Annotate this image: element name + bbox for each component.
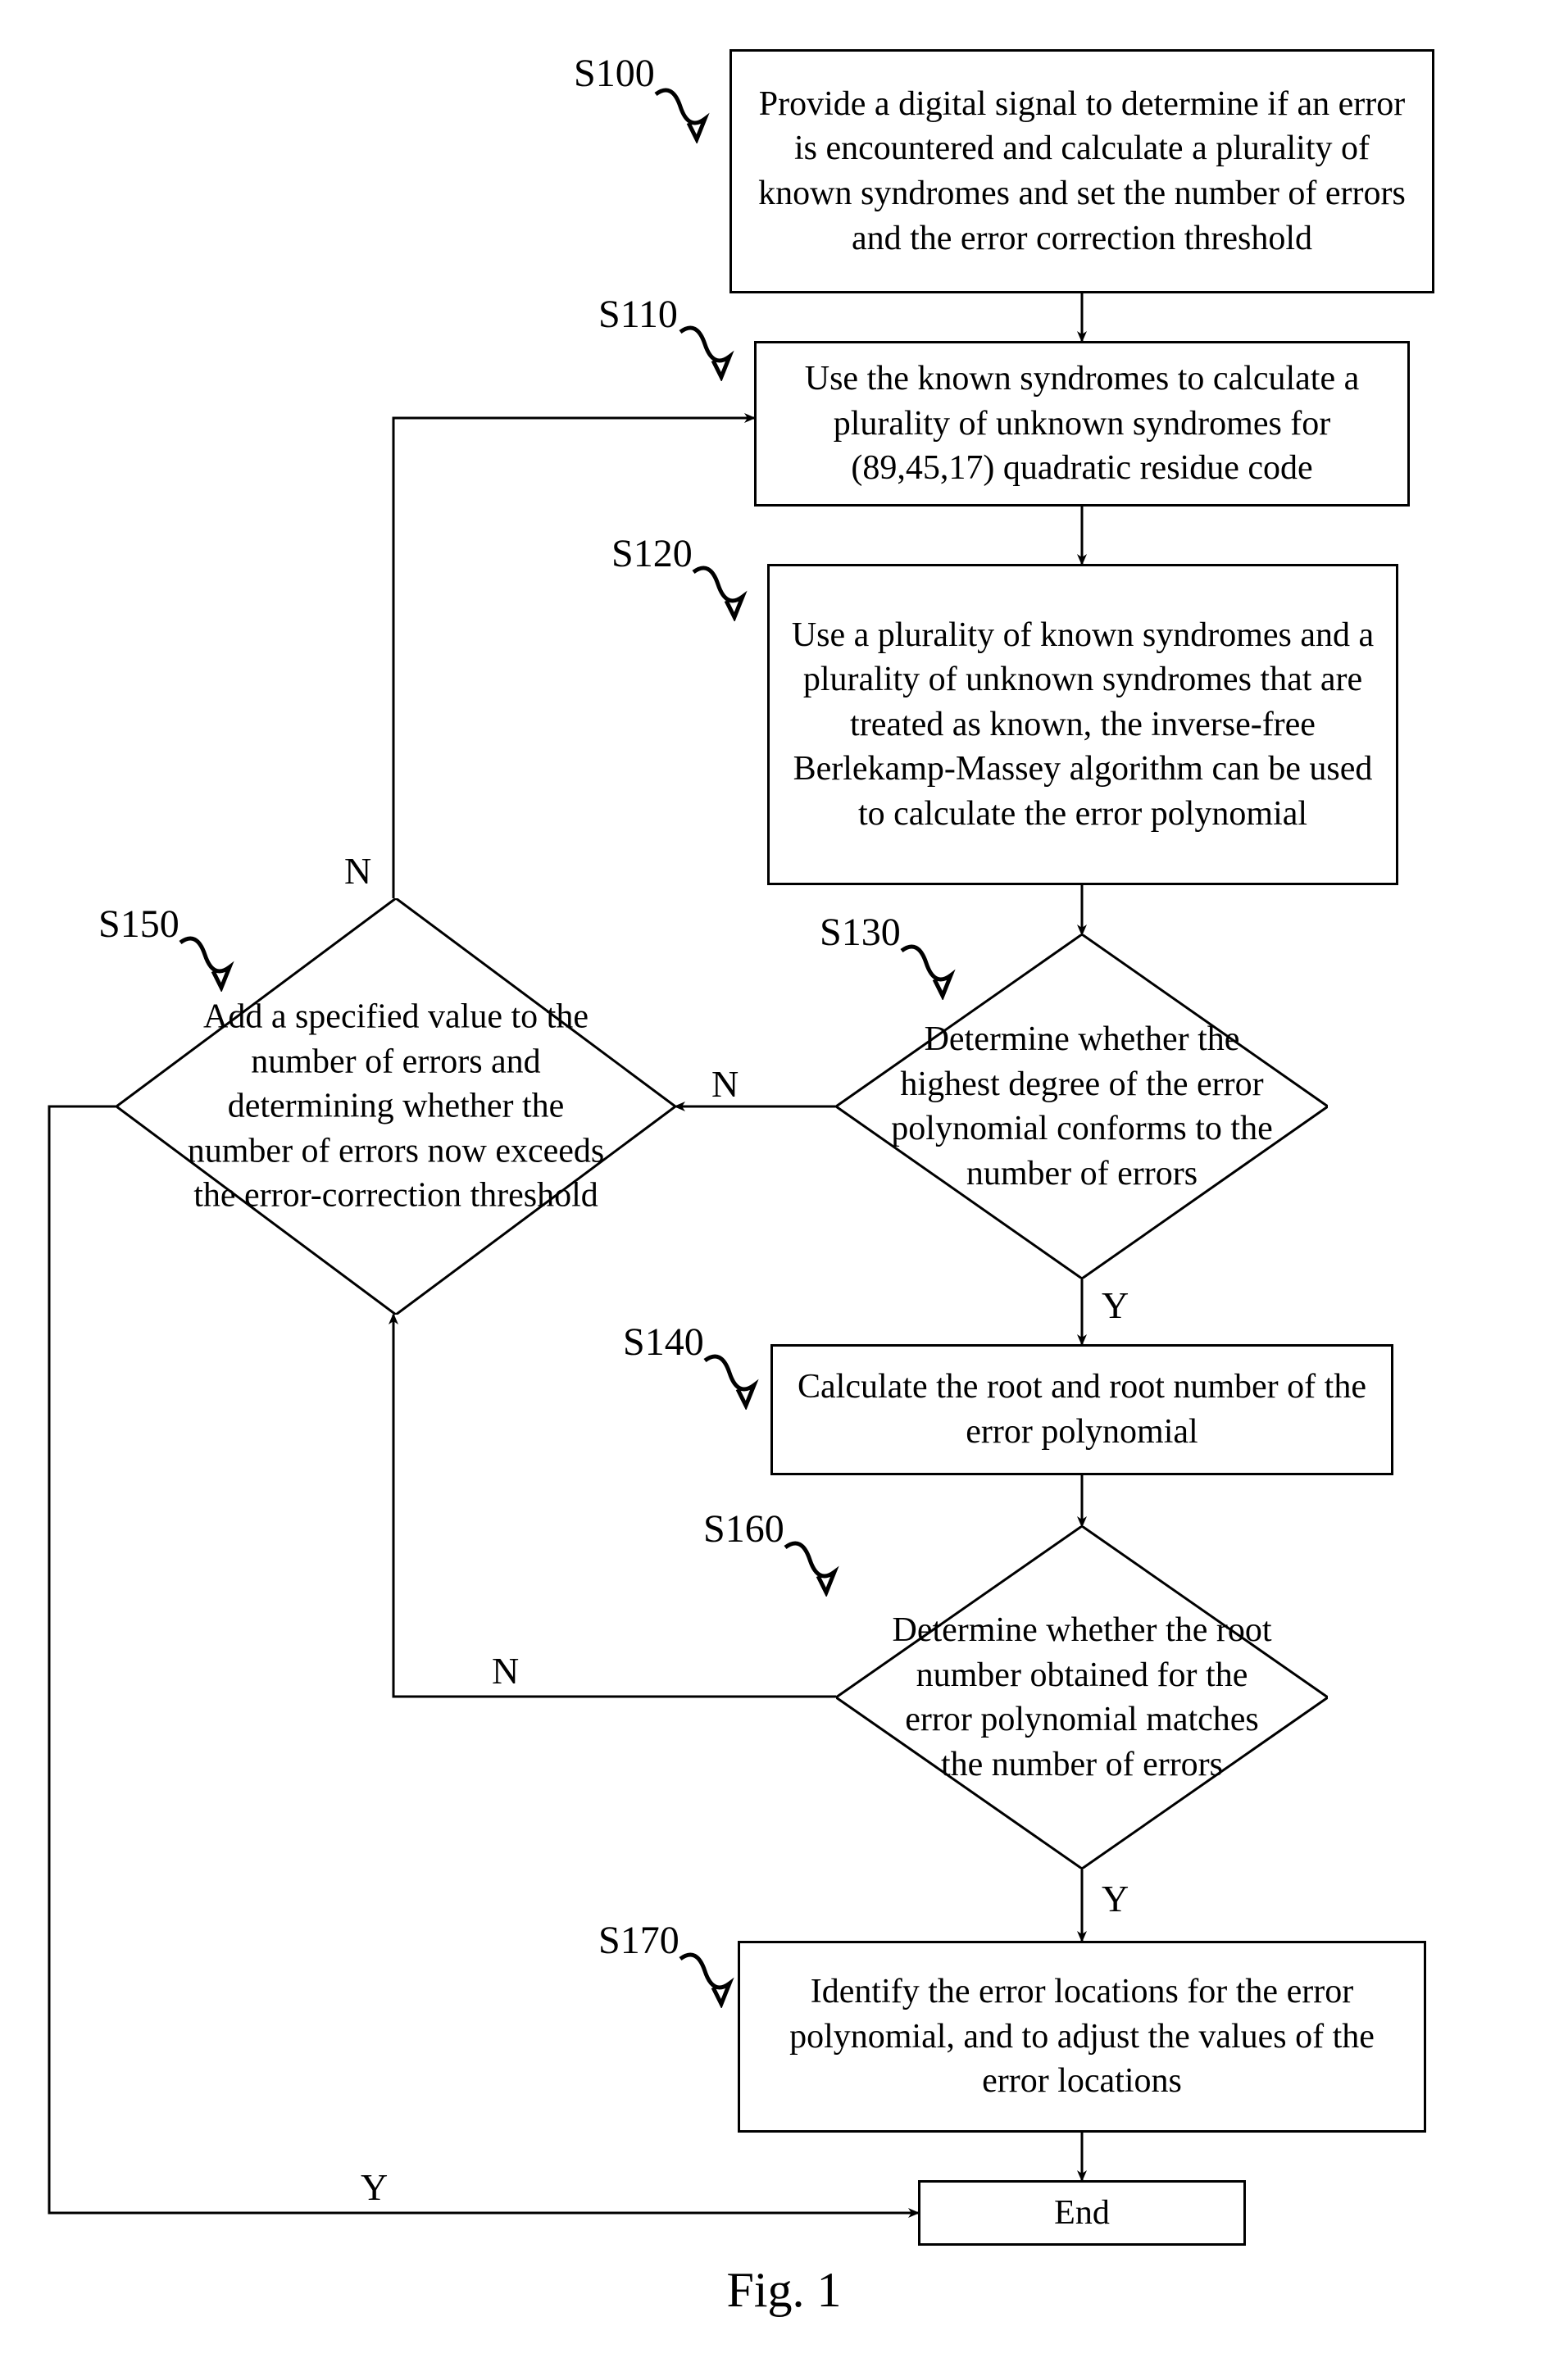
node-s130-text: Determine whether the highest degree of …	[885, 1017, 1279, 1196]
edge-n-s150-top: N	[344, 849, 371, 893]
edge-y-s150-bottom: Y	[361, 2165, 388, 2209]
node-s110: Use the known syndromes to calculate a p…	[754, 341, 1410, 507]
node-end: End	[918, 2180, 1246, 2246]
figure-label: Fig. 1	[726, 2262, 841, 2319]
node-s150-text: Add a specified value to the number of e…	[178, 995, 614, 1219]
squiggle-s170-icon	[672, 1951, 738, 2008]
edge-n-s160-left: N	[492, 1649, 519, 1692]
label-s170: S170	[598, 1918, 679, 1963]
squiggle-s150-icon	[172, 934, 238, 992]
label-s150: S150	[98, 902, 180, 947]
node-s100-text: Provide a digital signal to determine if…	[748, 82, 1416, 261]
node-s160-text: Determine whether the root number obtain…	[885, 1608, 1279, 1787]
node-s140: Calculate the root and root number of th…	[770, 1344, 1393, 1475]
squiggle-s110-icon	[672, 324, 738, 381]
label-s120: S120	[611, 531, 693, 576]
label-s140: S140	[623, 1320, 704, 1365]
squiggle-s100-icon	[648, 86, 713, 143]
label-s110: S110	[598, 292, 678, 337]
edge-n-s130-left: N	[711, 1062, 739, 1106]
edge-y-s160-bottom: Y	[1102, 1877, 1129, 1920]
node-s160: Determine whether the root number obtain…	[836, 1526, 1328, 1869]
label-s100: S100	[574, 51, 655, 96]
node-end-text: End	[1054, 2191, 1110, 2236]
squiggle-s130-icon	[893, 943, 959, 1000]
node-s170: Identify the error locations for the err…	[738, 1941, 1426, 2133]
node-s100: Provide a digital signal to determine if…	[729, 49, 1434, 293]
node-s120: Use a plurality of known syndromes and a…	[767, 564, 1398, 885]
squiggle-s140-icon	[697, 1352, 762, 1410]
label-s160: S160	[703, 1506, 784, 1551]
node-s110-text: Use the known syndromes to calculate a p…	[773, 357, 1391, 491]
node-s140-text: Calculate the root and root number of th…	[789, 1365, 1375, 1454]
label-s130: S130	[820, 910, 901, 955]
node-s120-text: Use a plurality of known syndromes and a…	[786, 613, 1379, 837]
edge-y-s130-bottom: Y	[1102, 1283, 1129, 1327]
squiggle-s160-icon	[777, 1539, 843, 1597]
squiggle-s120-icon	[685, 564, 751, 621]
node-s170-text: Identify the error locations for the err…	[757, 1969, 1407, 2104]
